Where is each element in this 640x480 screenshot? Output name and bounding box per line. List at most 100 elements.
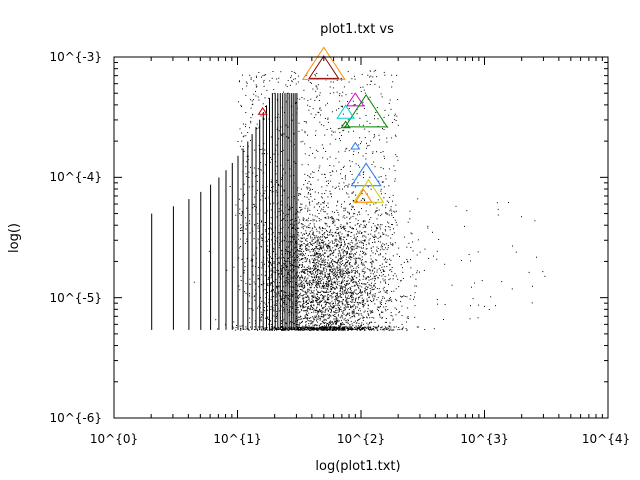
scatter-point [342, 260, 343, 262]
scatter-point [339, 226, 341, 227]
scatter-point [385, 230, 386, 232]
scatter-point [278, 185, 280, 186]
scatter-point [346, 270, 348, 272]
scatter-point [280, 309, 282, 311]
scatter-point [381, 275, 383, 277]
scatter-point [306, 244, 308, 246]
scatter-point [305, 293, 307, 295]
scatter-point [342, 270, 344, 272]
scatter-point [256, 175, 258, 177]
scatter-point [354, 326, 356, 328]
scatter-point [300, 141, 302, 143]
scatter-point [289, 270, 291, 272]
scatter-point [311, 244, 313, 246]
scatter-point [299, 272, 301, 274]
scatter-point [323, 322, 325, 324]
scatter-point [269, 252, 271, 254]
scatter-point [375, 236, 377, 238]
scatter-point [352, 311, 354, 313]
scatter-point [308, 192, 309, 193]
scatter-point [297, 256, 299, 258]
scatter-point [278, 261, 280, 263]
scatter-point [295, 251, 297, 253]
scatter-point [285, 329, 287, 331]
scatter-point [301, 318, 303, 320]
scatter-point [385, 253, 387, 255]
scatter-point [356, 329, 358, 331]
scatter-point [365, 277, 367, 279]
scatter-point [364, 128, 366, 130]
scatter-point [280, 133, 282, 135]
scatter-point [327, 202, 329, 204]
scatter-point [309, 286, 311, 288]
scatter-point [308, 187, 310, 189]
scatter-point [318, 283, 320, 285]
scatter-point [415, 278, 417, 280]
scatter-point [342, 91, 344, 93]
scatter-point [391, 271, 393, 273]
scatter-point [341, 276, 343, 278]
scatter-point [373, 70, 375, 72]
scatter-point [319, 301, 321, 303]
scatter-point [359, 174, 361, 176]
scatter-point [317, 239, 319, 241]
scatter-point [347, 185, 349, 187]
scatter-point [271, 77, 273, 79]
scatter-point [334, 239, 336, 241]
scatter-point [388, 102, 390, 104]
scatter-point [288, 328, 290, 330]
scatter-point [391, 213, 392, 215]
scatter-point [240, 104, 242, 106]
scatter-point [345, 306, 347, 308]
scatter-point [241, 213, 243, 215]
scatter-point [397, 159, 399, 161]
scatter-point [323, 296, 325, 298]
scatter-point [307, 326, 309, 328]
scatter-point [344, 255, 346, 257]
scatter-point [376, 227, 378, 229]
scatter-point [362, 174, 364, 175]
scatter-point [273, 92, 275, 94]
scatter-point [280, 307, 282, 309]
scatter-point [346, 291, 348, 293]
scatter-point [356, 271, 358, 273]
scatter-point [261, 316, 262, 318]
scatter-point [327, 233, 328, 235]
scatter-point [338, 232, 339, 234]
scatter-point [290, 244, 292, 246]
scatter-point [356, 262, 357, 264]
scatter-point [239, 329, 241, 331]
scatter-point [379, 303, 381, 305]
scatter-point [305, 314, 307, 316]
scatter-point [296, 328, 298, 330]
scatter-point [307, 269, 309, 271]
scatter-point [358, 279, 360, 281]
scatter-point [319, 228, 321, 230]
scatter-point [376, 107, 378, 109]
scatter-point [291, 256, 293, 258]
scatter-point [381, 224, 383, 226]
scatter-point [282, 135, 284, 137]
scatter-point [259, 278, 261, 280]
scatter-point [251, 296, 253, 298]
scatter-point [305, 240, 307, 241]
scatter-point [336, 298, 338, 300]
scatter-point [283, 302, 284, 304]
scatter-point [403, 295, 405, 297]
scatter-point [414, 316, 416, 318]
scatter-point [312, 328, 314, 329]
scatter-point [375, 259, 377, 261]
scatter-point [341, 310, 343, 312]
scatter-point [363, 327, 365, 328]
scatter-point [241, 106, 242, 107]
scatter-point [380, 327, 382, 329]
scatter-point [348, 309, 350, 310]
scatter-point [329, 247, 331, 249]
scatter-point [376, 259, 378, 261]
scatter-point [364, 328, 366, 330]
scatter-point [303, 269, 305, 271]
scatter-point [318, 276, 320, 278]
scatter-point [262, 103, 264, 105]
scatter-point [272, 191, 274, 193]
scatter-point [363, 199, 365, 201]
